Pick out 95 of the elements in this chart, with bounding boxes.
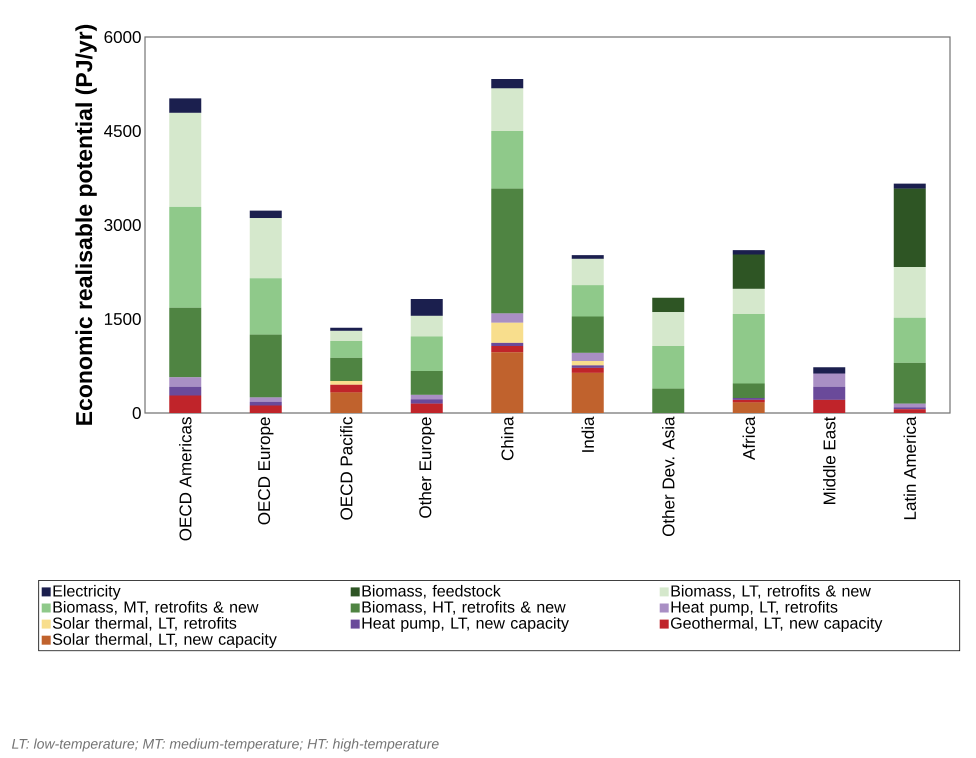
bar	[250, 218, 282, 278]
bar	[732, 288, 765, 314]
bar	[169, 308, 202, 378]
bar	[330, 328, 362, 331]
bar	[330, 392, 362, 414]
x-tick-label: OECD Americas	[179, 417, 192, 540]
bar	[330, 358, 362, 382]
legend-label: Solar thermal, LT, retrofits	[52, 617, 236, 631]
bar	[572, 255, 604, 259]
legend-label: Heat pump, LT, retrofits	[672, 600, 838, 616]
bar	[410, 298, 443, 316]
bar	[652, 388, 684, 414]
bar	[491, 322, 524, 343]
bar	[572, 316, 604, 353]
bar	[169, 377, 202, 387]
bar	[491, 352, 524, 414]
legend-label: Biomass, feedstock	[362, 584, 501, 598]
x-tick-label: India	[582, 416, 594, 452]
bar	[250, 334, 282, 398]
bar	[652, 346, 684, 389]
bar	[732, 250, 765, 254]
bar	[410, 371, 443, 395]
bar	[894, 362, 926, 404]
bar	[813, 374, 846, 387]
bar	[330, 384, 362, 392]
bar	[894, 184, 926, 189]
bar	[250, 210, 282, 218]
bar	[250, 278, 282, 335]
x-tick-label: Middle East	[823, 416, 836, 504]
bar	[572, 285, 604, 316]
y-axis-title: Economic realisable potential (PJ/yr)	[75, 24, 97, 425]
bar	[732, 314, 765, 384]
bar	[732, 384, 765, 398]
bar	[491, 313, 524, 323]
legend-label: Electricity	[54, 584, 121, 600]
bar	[894, 318, 926, 363]
bar	[410, 394, 443, 400]
y-tick-label: 3000	[104, 218, 141, 232]
bar	[410, 404, 443, 414]
x-tick-label: Other Europe	[418, 417, 435, 518]
bar	[894, 188, 926, 267]
legend-label: Biomass, HT, retrofits & new	[362, 600, 566, 615]
bar	[250, 402, 282, 406]
bar	[894, 266, 926, 318]
legend-label: Solar thermal, LT, new capacity	[52, 633, 277, 648]
y-tick-label: 0	[132, 406, 141, 420]
text: LT: low-temperature; MT: medium-temperature; HT: high-temperature	[12, 738, 439, 752]
bar	[813, 367, 846, 374]
bar	[491, 346, 524, 352]
legend-label: Biomass, MT, retrofits & new	[54, 600, 258, 615]
bar	[894, 409, 926, 414]
bar	[813, 386, 846, 400]
bar	[572, 258, 604, 286]
bar	[410, 336, 443, 372]
bar	[491, 188, 524, 314]
bar	[169, 386, 202, 396]
bar	[330, 381, 362, 385]
x-tick-label: Other Dev. Asia	[662, 416, 675, 536]
x-tick-label: Africa	[742, 416, 756, 460]
legend-label: Biomass, LT, retrofits & new	[672, 584, 871, 598]
y-tick-label: 1500	[104, 312, 141, 326]
y-tick-label: 6000	[104, 30, 141, 44]
x-tick-label: OECD Pacific	[340, 417, 352, 520]
bar	[652, 312, 684, 346]
bar	[572, 352, 604, 361]
x-tick-label: China	[501, 416, 514, 460]
bar	[732, 402, 765, 414]
bar	[732, 254, 765, 289]
bar	[491, 88, 524, 132]
bar	[894, 404, 926, 408]
bar	[169, 112, 202, 207]
bar	[250, 405, 282, 414]
x-tick-label: Latin America	[904, 416, 916, 520]
bar	[813, 400, 846, 414]
bar	[410, 399, 443, 404]
bar	[572, 368, 604, 373]
bar	[572, 372, 604, 414]
bar	[491, 78, 524, 88]
bar	[491, 342, 524, 346]
bar	[491, 131, 524, 189]
bar	[169, 98, 202, 113]
legend-label: Geothermal, LT, new capacity	[671, 617, 882, 632]
bar	[410, 316, 443, 337]
bar	[572, 365, 604, 368]
bar	[169, 206, 202, 308]
bar	[330, 330, 362, 341]
x-tick-label: OECD Europe	[258, 417, 274, 524]
bar	[572, 360, 604, 366]
legend-label: Heat pump, LT, new capacity	[362, 617, 569, 632]
bar	[330, 340, 362, 358]
y-tick-label: 4500	[104, 124, 141, 138]
bar	[732, 400, 765, 402]
bar	[169, 395, 202, 414]
bar	[652, 298, 684, 312]
bar	[250, 397, 282, 402]
